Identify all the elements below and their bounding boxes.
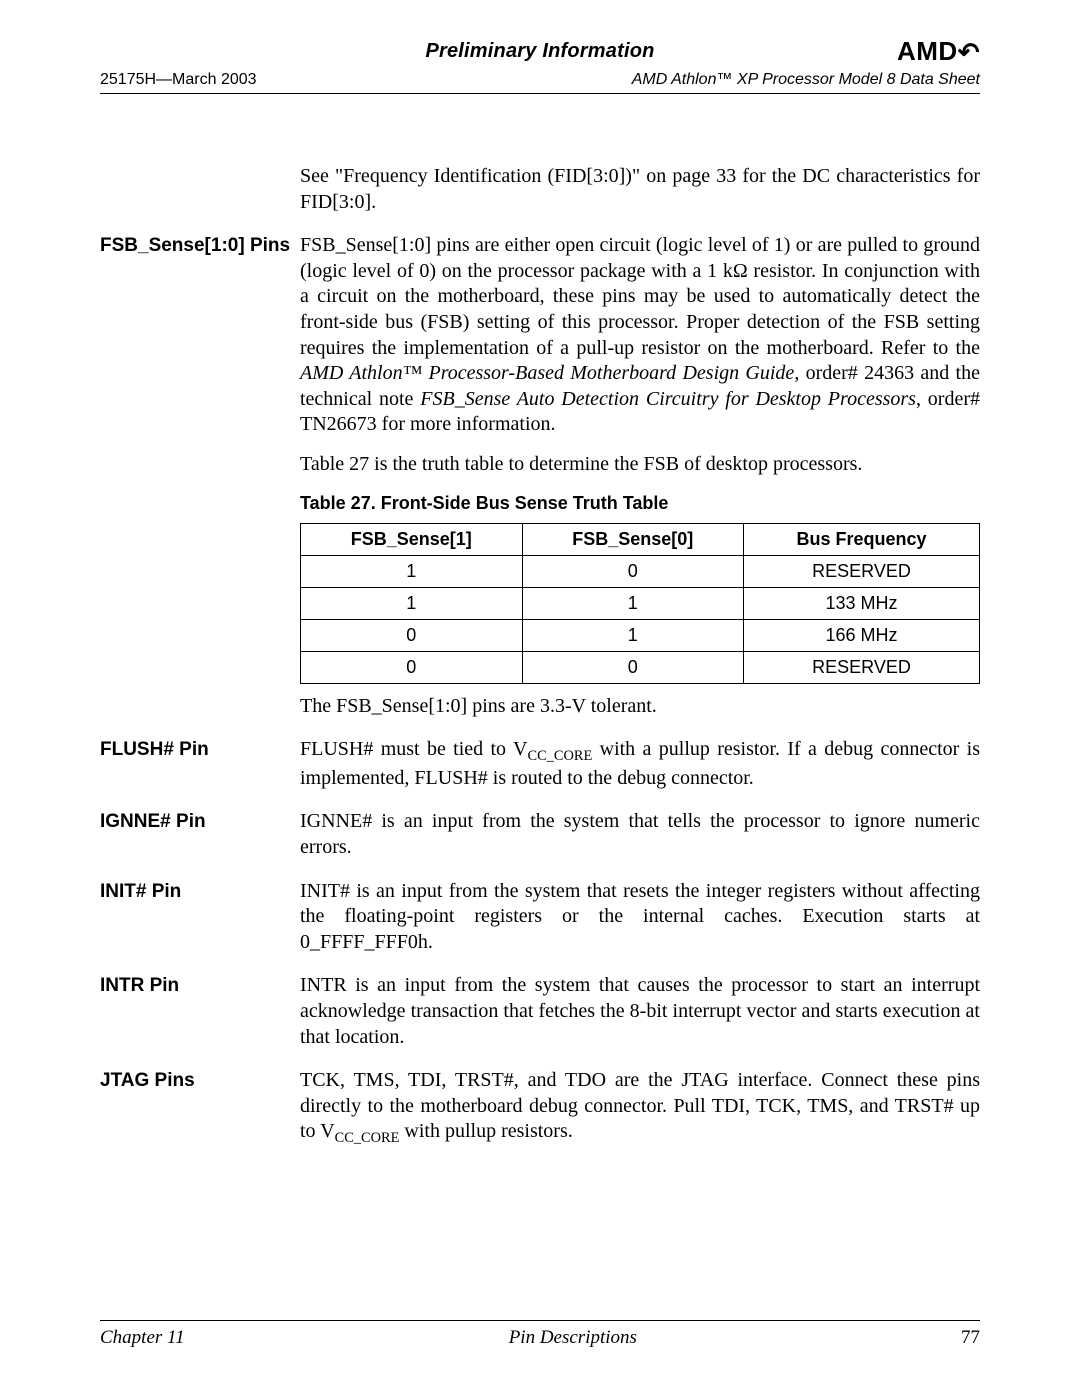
jtag-text: TCK, TMS, TDI, TRST#, and TDO are the JT… [300, 1068, 980, 1148]
amd-logo: AMD↶ [897, 36, 980, 67]
jtag-sub: CC_CORE [335, 1130, 400, 1146]
amd-logo-text: AMD [897, 36, 958, 66]
intro-label [100, 164, 300, 215]
intro-entry: See "Frequency Identification (FID[3:0])… [100, 164, 980, 215]
ignne-entry: IGNNE# Pin IGNNE# is an input from the s… [100, 809, 980, 860]
flush-label: FLUSH# Pin [100, 737, 300, 791]
td: 133 MHz [744, 587, 980, 619]
fsb-body: FSB_Sense[1:0] pins are either open circ… [300, 233, 980, 719]
table-row: 1 0 RESERVED [301, 555, 980, 587]
init-label: INIT# Pin [100, 879, 300, 956]
init-body: INIT# is an input from the system that r… [300, 879, 980, 956]
td: 1 [522, 587, 744, 619]
table-row: 1 1 133 MHz [301, 587, 980, 619]
doc-title: AMD Athlon™ XP Processor Model 8 Data Sh… [632, 71, 980, 89]
td: 0 [522, 651, 744, 683]
td: 0 [522, 555, 744, 587]
td: RESERVED [744, 651, 980, 683]
footer: Chapter 11 Pin Descriptions 77 [100, 1320, 980, 1349]
flush-entry: FLUSH# Pin FLUSH# must be tied to VCC_CO… [100, 737, 980, 791]
fsb-entry: FSB_Sense[1:0] Pins FSB_Sense[1:0] pins … [100, 233, 980, 719]
td: 1 [522, 619, 744, 651]
flush-text: FLUSH# must be tied to VCC_CORE with a p… [300, 737, 980, 791]
footer-section: Pin Descriptions [509, 1327, 637, 1349]
jtag-entry: JTAG Pins TCK, TMS, TDI, TRST#, and TDO … [100, 1068, 980, 1148]
fsb-p1i2: FSB_Sense Auto Detection Circuitry for D… [420, 388, 916, 410]
init-text: INIT# is an input from the system that r… [300, 879, 980, 956]
header-block: Preliminary Information AMD↶ 25175H—Marc… [100, 40, 980, 94]
fsb-para3: The FSB_Sense[1:0] pins are 3.3-V tolera… [300, 694, 980, 720]
footer-rule [100, 1320, 980, 1321]
page-container: Preliminary Information AMD↶ 25175H—Marc… [100, 40, 980, 1148]
fsb-para1: FSB_Sense[1:0] pins are either open circ… [300, 233, 980, 438]
table-row: 0 1 166 MHz [301, 619, 980, 651]
header-rule [100, 93, 980, 94]
jtag-label: JTAG Pins [100, 1068, 300, 1148]
table-caption: Table 27. Front-Side Bus Sense Truth Tab… [300, 492, 980, 515]
table-header-row: FSB_Sense[1] FSB_Sense[0] Bus Frequency [301, 523, 980, 555]
intro-text: See "Frequency Identification (FID[3:0])… [300, 164, 980, 215]
td: 0 [301, 651, 523, 683]
footer-page: 77 [961, 1327, 980, 1349]
amd-logo-arrow-icon: ↶ [958, 37, 980, 68]
td: 1 [301, 555, 523, 587]
preliminary-label: Preliminary Information [100, 40, 980, 63]
jtag-body: TCK, TMS, TDI, TRST#, and TDO are the JT… [300, 1068, 980, 1148]
truth-table: FSB_Sense[1] FSB_Sense[0] Bus Frequency … [300, 523, 980, 684]
intr-text: INTR is an input from the system that ca… [300, 973, 980, 1050]
content-area: See "Frequency Identification (FID[3:0])… [100, 164, 980, 1148]
td: 166 MHz [744, 619, 980, 651]
flush-t1: FLUSH# must be tied to V [300, 738, 528, 760]
init-entry: INIT# Pin INIT# is an input from the sys… [100, 879, 980, 956]
intr-body: INTR is an input from the system that ca… [300, 973, 980, 1050]
ignne-text: IGNNE# is an input from the system that … [300, 809, 980, 860]
td: RESERVED [744, 555, 980, 587]
ignne-label: IGNNE# Pin [100, 809, 300, 860]
flush-body: FLUSH# must be tied to VCC_CORE with a p… [300, 737, 980, 791]
fsb-para2: Table 27 is the truth table to determine… [300, 452, 980, 478]
th-1: FSB_Sense[0] [522, 523, 744, 555]
doc-number: 25175H—March 2003 [100, 71, 257, 89]
header-subrow: 25175H—March 2003 AMD Athlon™ XP Process… [100, 71, 980, 89]
td: 1 [301, 587, 523, 619]
flush-sub: CC_CORE [528, 748, 593, 764]
footer-chapter: Chapter 11 [100, 1327, 185, 1349]
fsb-p1a: FSB_Sense[1:0] pins are either open circ… [300, 234, 980, 358]
intro-body: See "Frequency Identification (FID[3:0])… [300, 164, 980, 215]
fsb-p1i1: AMD Athlon™ Processor-Based Motherboard … [300, 362, 794, 384]
intr-label: INTR Pin [100, 973, 300, 1050]
td: 0 [301, 619, 523, 651]
jtag-t2: with pullup resistors. [399, 1120, 572, 1142]
ignne-body: IGNNE# is an input from the system that … [300, 809, 980, 860]
table-row: 0 0 RESERVED [301, 651, 980, 683]
th-0: FSB_Sense[1] [301, 523, 523, 555]
fsb-label: FSB_Sense[1:0] Pins [100, 233, 300, 719]
footer-row: Chapter 11 Pin Descriptions 77 [100, 1327, 980, 1349]
th-2: Bus Frequency [744, 523, 980, 555]
intr-entry: INTR Pin INTR is an input from the syste… [100, 973, 980, 1050]
